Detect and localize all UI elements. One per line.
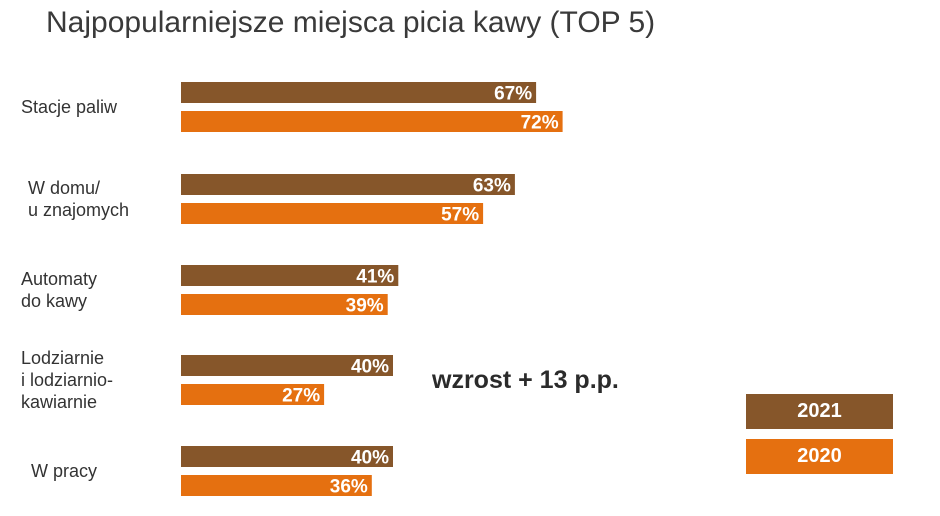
- category-label-3: Lodziarnie i lodziarnio-kawiarnie: [21, 348, 113, 412]
- bar-2021-2: [181, 265, 399, 286]
- data-label-2020-4: 36%: [330, 477, 368, 498]
- data-label-2020-1: 57%: [441, 205, 479, 226]
- data-label-2020-2: 39%: [346, 296, 384, 317]
- bar-2020-1: [181, 203, 484, 224]
- chart-title: Najpopularniejsze miejsca picia kawy (TO…: [46, 6, 656, 39]
- bar-2021-1: [181, 174, 515, 195]
- bar-2021-4: [181, 446, 393, 467]
- legend-2021: 2021: [746, 394, 893, 429]
- category-label-2: Automaty do kawy: [21, 269, 97, 311]
- bar-2021-3: [181, 355, 393, 376]
- data-label-2020-0: 72%: [521, 113, 559, 134]
- annotation-increase: wzrost + 13 p.p.: [432, 366, 619, 394]
- legend-2021-label: 2021: [797, 400, 842, 422]
- category-label-0: Stacje paliw: [21, 97, 118, 117]
- bar-2020-2: [181, 294, 388, 315]
- data-label-2020-3: 27%: [282, 386, 320, 407]
- category-label-4: W pracy: [31, 461, 97, 481]
- data-label-2021-1: 63%: [473, 176, 511, 197]
- data-label-2021-4: 40%: [351, 448, 389, 469]
- bar-2020-4: [181, 475, 372, 496]
- category-label-1: W domu/u znajomych: [28, 178, 129, 220]
- legend-2020-label: 2020: [797, 445, 842, 467]
- data-label-2021-3: 40%: [351, 357, 389, 378]
- bar-2020-0: [181, 111, 563, 132]
- data-label-2021-0: 67%: [494, 84, 532, 105]
- data-label-2021-2: 41%: [356, 267, 394, 288]
- legend-2020: 2020: [746, 439, 893, 474]
- bar-2021-0: [181, 82, 537, 103]
- bar-2020-3: [181, 384, 325, 405]
